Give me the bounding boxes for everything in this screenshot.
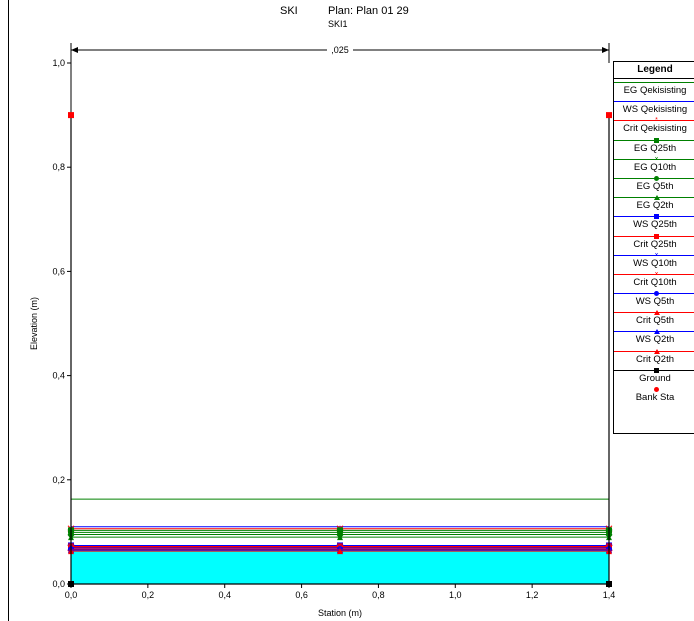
legend-item: WS Q2th — [614, 328, 694, 347]
legend: Legend EG Qekisisting WS Qekisisting * Crit… — [613, 61, 694, 434]
y-tick-label: 0,6 — [52, 266, 65, 276]
legend-marker — [654, 348, 660, 354]
x-tick-label: 1,2 — [526, 590, 539, 600]
plan-label: Plan: Plan 01 29 — [328, 5, 409, 17]
legend-label: WS Q5th — [635, 296, 675, 308]
legend-item: EG Qekisisting — [614, 79, 694, 98]
bank-station-marker-0 — [68, 112, 74, 119]
legend-label: EG Qekisisting — [623, 85, 687, 96]
x-tick-label: 1,0 — [449, 590, 462, 600]
ground-point — [68, 581, 74, 587]
y-tick-label: 1,0 — [52, 58, 65, 68]
legend-item: Ground — [614, 367, 694, 386]
legend-label: WS Q2th — [635, 334, 675, 346]
y-tick-label: 0,8 — [52, 162, 65, 172]
legend-marker — [654, 329, 660, 335]
legend-swatch — [614, 101, 694, 103]
legend-item: * Crit Qekisisting — [614, 117, 694, 136]
legend-label: Bank Sta — [635, 392, 675, 403]
series-marker-3 — [337, 527, 343, 534]
legend-swatch — [614, 82, 694, 83]
legend-marker: * — [655, 117, 658, 125]
legend-label: WS Q10th — [633, 257, 677, 269]
legend-swatch — [614, 273, 694, 275]
legend-marker: × — [654, 155, 659, 163]
y-axis-label: Elevation (m) — [29, 297, 39, 350]
legend-items: EG Qekisisting WS Qekisisting * Crit Qekisi… — [614, 79, 694, 405]
legend-item: × WS Q10th — [614, 252, 694, 271]
legend-marker: × — [654, 251, 659, 259]
legend-label: EG Q5th — [636, 180, 674, 192]
legend-label: WS Qekisisting — [622, 104, 688, 116]
manning-arrow-right — [602, 47, 609, 53]
x-tick-label: 1,4 — [603, 590, 616, 600]
chart-frame — [8, 0, 694, 621]
legend-item: Crit Q2th — [614, 348, 694, 367]
legend-label: EG Q2th — [636, 200, 674, 212]
legend-label: Crit Q10th — [633, 276, 677, 288]
legend-marker — [654, 291, 659, 297]
series-marker-6 — [337, 534, 343, 541]
legend-label: EG Q25th — [633, 142, 677, 154]
legend-label: Crit Q25th — [633, 238, 677, 250]
manning-arrow-left — [71, 47, 78, 53]
legend-swatch — [614, 254, 694, 256]
legend-marker — [654, 367, 659, 373]
legend-label: Crit Q5th — [635, 315, 674, 327]
legend-item: EG Q25th — [614, 137, 694, 156]
legend-swatch — [614, 120, 694, 122]
legend-label: Crit Q2th — [635, 353, 674, 365]
chart-subtitle: SKI1 — [328, 19, 348, 29]
ground-point — [606, 581, 612, 587]
water-fill — [71, 550, 609, 584]
legend-marker — [654, 387, 659, 392]
y-tick-label: 0,4 — [52, 371, 65, 381]
x-tick-label: 0,6 — [295, 590, 308, 600]
y-tick-label: 0,2 — [52, 475, 65, 485]
legend-item: Bank Sta — [614, 386, 694, 405]
legend-marker: × — [654, 270, 659, 278]
legend-marker — [654, 195, 660, 201]
x-tick-label: 0,2 — [142, 590, 155, 600]
legend-label: EG Q10th — [633, 161, 677, 173]
legend-swatch — [614, 158, 694, 160]
legend-item: WS Q25th — [614, 213, 694, 232]
legend-marker — [654, 137, 659, 143]
legend-item: EG Q2th — [614, 194, 694, 213]
ground-line — [70, 115, 610, 585]
legend-marker — [654, 214, 659, 220]
legend-item: Crit Q5th — [614, 309, 694, 328]
x-tick-label: 0,0 — [65, 590, 78, 600]
manning-label-bg — [327, 44, 353, 56]
legend-label: WS Q25th — [633, 219, 677, 231]
x-tick-label: 0,4 — [218, 590, 231, 600]
legend-marker — [654, 175, 659, 181]
chart-title: SKI — [280, 5, 298, 17]
series-marker-14 — [337, 548, 343, 555]
legend-title: Legend — [614, 62, 694, 79]
bank-station-marker-1 — [606, 112, 612, 119]
y-tick-label: 0,0 — [52, 579, 65, 589]
manning-label: ,025 — [331, 45, 349, 55]
legend-item: WS Q5th — [614, 290, 694, 309]
legend-item: × EG Q10th — [614, 156, 694, 175]
legend-marker — [654, 233, 659, 239]
legend-label: Crit Qekisisting — [623, 123, 687, 135]
legend-label: Ground — [639, 372, 671, 384]
legend-marker — [654, 310, 660, 316]
legend-item: WS Qekisisting — [614, 98, 694, 117]
legend-item: × Crit Q10th — [614, 271, 694, 290]
legend-item: Crit Q25th — [614, 233, 694, 252]
x-tick-label: 0,8 — [372, 590, 385, 600]
x-axis-label: Station (m) — [318, 608, 362, 618]
legend-item: EG Q5th — [614, 175, 694, 194]
